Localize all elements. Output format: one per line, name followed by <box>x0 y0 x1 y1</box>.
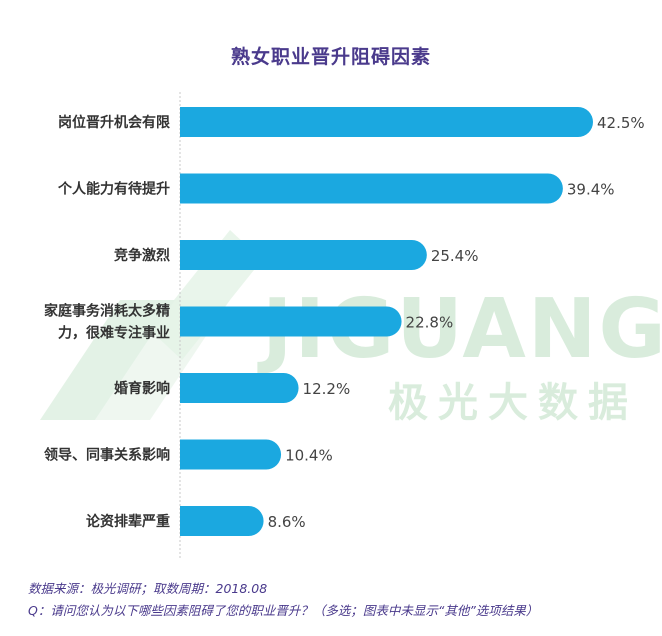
bar-3 <box>180 306 402 337</box>
data-source-note: 数据来源：极光调研；取数周期：2018.08 <box>28 581 268 596</box>
category-label-2: 竞争激烈 <box>114 247 170 264</box>
category-label-5: 领导、同事关系影响 <box>44 447 170 464</box>
watermark-logo-shape-1 <box>40 300 175 420</box>
category-label-3-line-0: 家庭事务消耗太多精 <box>44 303 170 320</box>
chart-title: 熟女职业晋升阻碍因素 <box>230 46 431 68</box>
value-label-6: 8.6% <box>268 513 306 531</box>
bar-1 <box>180 173 563 204</box>
category-label-0: 岗位晋升机会有限 <box>58 114 170 131</box>
survey-question-note: Q：请问您认为以下哪些因素阻碍了您的职业晋升？（多选；图表中未显示“其他”选项结… <box>28 603 539 618</box>
bar-6 <box>180 506 264 536</box>
bar-5 <box>180 439 282 470</box>
value-label-4: 12.2% <box>303 380 351 398</box>
value-label-1: 39.4% <box>567 181 615 199</box>
bar-4 <box>180 373 299 403</box>
category-label-1: 个人能力有待提升 <box>57 181 170 198</box>
category-label-4: 婚育影响 <box>114 380 170 397</box>
bar-0 <box>180 107 593 137</box>
value-label-0: 42.5% <box>597 114 645 132</box>
value-label-5: 10.4% <box>285 447 333 465</box>
category-label-3-line-1: 力，很难专注事业 <box>58 325 170 342</box>
value-label-3: 22.8% <box>406 314 454 332</box>
bar-2 <box>180 240 427 270</box>
value-label-2: 25.4% <box>431 247 479 265</box>
category-label-6: 论资排辈严重 <box>86 513 170 530</box>
